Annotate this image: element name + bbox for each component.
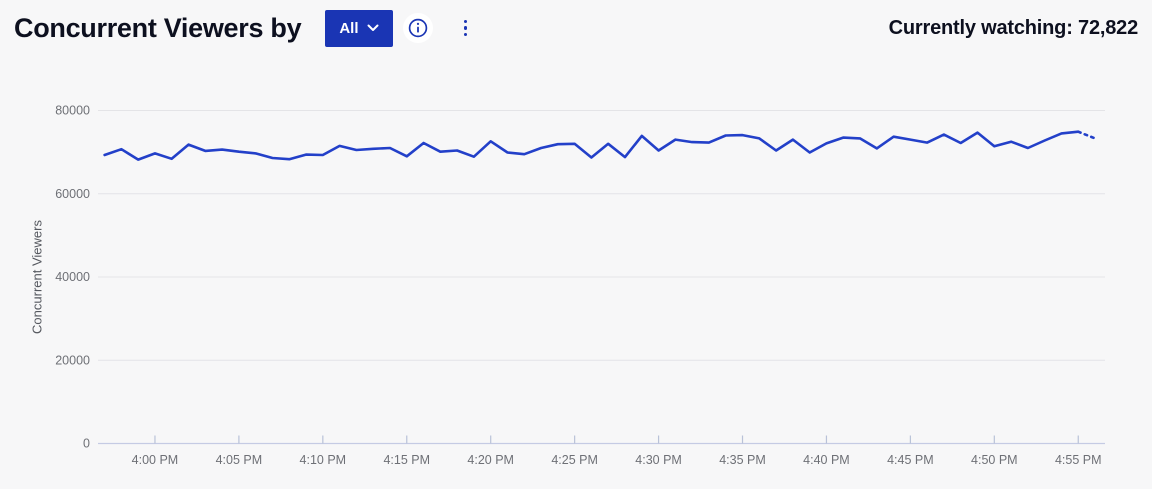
x-tick-label: 4:35 PM (719, 453, 766, 467)
filter-dropdown-label: All (339, 19, 359, 37)
x-tick-label: 4:55 PM (1055, 453, 1102, 467)
x-tick-label: 4:30 PM (635, 453, 682, 467)
info-icon (408, 18, 428, 38)
currently-watching-label: Currently watching: (888, 16, 1073, 39)
chevron-down-icon (367, 24, 379, 32)
x-tick-label: 4:05 PM (216, 453, 263, 467)
x-tick-label: 4:45 PM (887, 453, 934, 467)
info-button[interactable] (403, 13, 434, 43)
x-tick-label: 4:50 PM (971, 453, 1018, 467)
y-tick-label: 40000 (55, 270, 90, 284)
kebab-dot (463, 26, 468, 30)
viewers-line-forecast-dotted (1076, 130, 1097, 140)
kebab-dot (463, 32, 468, 37)
chart-header: Concurrent Viewers by All Currently watc… (0, 0, 1152, 56)
x-tick-label: 4:40 PM (803, 453, 850, 467)
y-tick-label: 60000 (55, 187, 90, 201)
page-title: Concurrent Viewers by (14, 12, 302, 43)
x-tick-label: 4:10 PM (300, 453, 347, 467)
x-tick-label: 4:15 PM (383, 453, 430, 467)
kebab-menu-button[interactable] (455, 13, 475, 43)
x-tick-label: 4:00 PM (132, 453, 179, 467)
y-tick-label: 80000 (55, 104, 90, 118)
x-tick-label: 4:20 PM (467, 453, 514, 467)
y-tick-label: 0 (83, 437, 90, 451)
y-axis-title: Concurrent Viewers (29, 220, 45, 334)
y-tick-label: 20000 (55, 353, 90, 367)
viewers-line (103, 130, 1080, 161)
currently-watching: Currently watching: 72,822 (888, 16, 1139, 40)
filter-dropdown-button[interactable]: All (325, 9, 394, 47)
currently-watching-value: 72,822 (1078, 16, 1138, 39)
kebab-dot (463, 19, 468, 24)
x-tick-label: 4:25 PM (551, 453, 598, 467)
